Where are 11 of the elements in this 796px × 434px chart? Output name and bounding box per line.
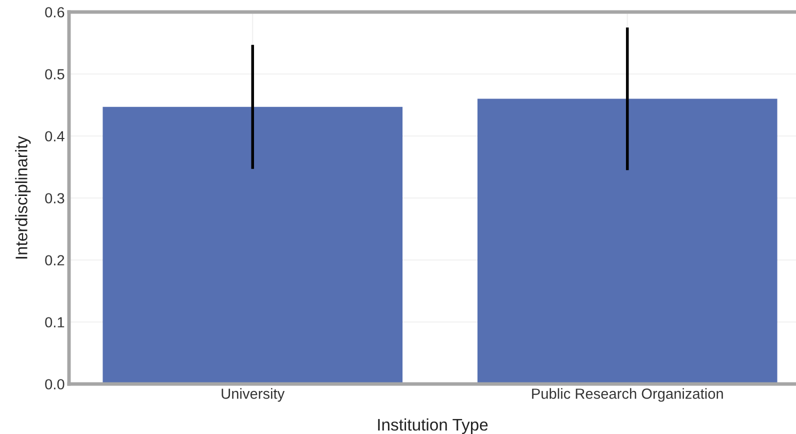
- y-tick-label: 0.3: [45, 193, 64, 204]
- x-tick-label: Public Research Organization: [532, 388, 723, 402]
- x-axis-title: Institution Type: [378, 418, 488, 434]
- y-tick-label: 0.2: [45, 255, 64, 266]
- x-tick-label: University: [222, 388, 285, 402]
- y-tick-label: 0.1: [45, 317, 64, 328]
- y-tick-label: 0.4: [45, 131, 64, 142]
- y-tick-label: 0.0: [45, 379, 64, 390]
- y-tick-label: 0.6: [45, 7, 64, 18]
- y-axis-title: Interdisciplinarity: [15, 136, 31, 259]
- y-tick-label: 0.5: [45, 69, 64, 80]
